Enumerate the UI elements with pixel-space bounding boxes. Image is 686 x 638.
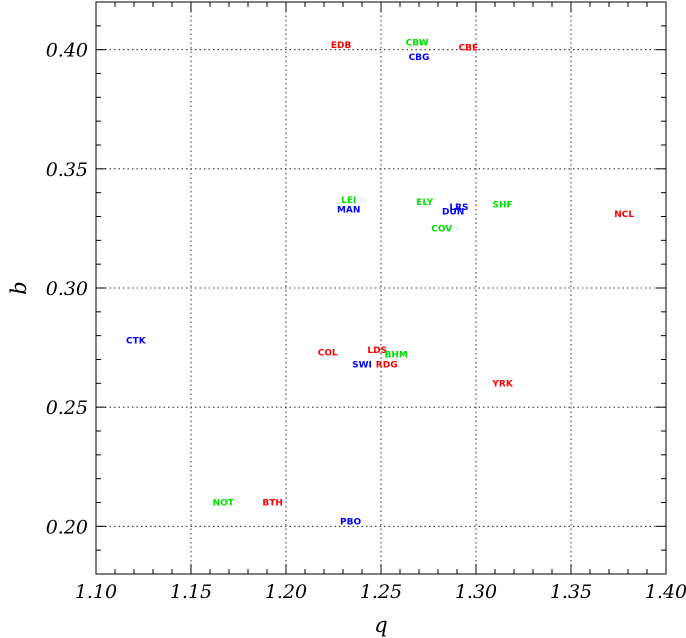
point-label-not: NOT [213, 499, 235, 509]
point-label-bth: BTH [262, 499, 283, 509]
y-axis-label: b [7, 281, 31, 294]
point-label-lei: LEI [341, 196, 356, 206]
point-label-cbg: CBG [409, 53, 430, 63]
y-tick-label: 0.25 [46, 397, 88, 419]
x-tick-label: 1.10 [75, 581, 117, 603]
point-label-yrk: YRK [491, 379, 513, 389]
y-tick-label: 0.20 [46, 516, 88, 538]
axis-ticks [95, 1, 667, 575]
point-label-edb: EDB [331, 41, 352, 51]
point-label-col: COL [318, 348, 338, 358]
x-tick-label: 1.40 [645, 581, 686, 603]
x-axis-label: q [374, 613, 387, 637]
point-label-ely: ELY [416, 198, 433, 208]
point-label-lrs: LRS [449, 203, 468, 213]
point-label-ctk: CTK [126, 336, 147, 346]
point-label-cbw: CBW [406, 39, 429, 49]
point-label-swi: SWI [352, 360, 372, 370]
point-label-cbe: CBE [459, 43, 479, 53]
point-label-shf: SHF [493, 201, 513, 211]
point-label-man: MAN [337, 205, 360, 215]
x-tick-label: 1.35 [550, 581, 592, 603]
point-label-rdg: RDG [376, 360, 398, 370]
point-label-ncl: NCL [614, 210, 634, 220]
x-tick-label: 1.30 [455, 581, 497, 603]
x-tick-label: 1.15 [170, 581, 212, 603]
point-label-dun: DUN [442, 208, 464, 218]
x-tick-label: 1.25 [360, 581, 402, 603]
point-label-pbo: PBO [340, 518, 361, 528]
grid-lines [96, 2, 666, 574]
y-tick-label: 0.40 [46, 40, 88, 62]
y-tick-label: 0.35 [46, 159, 88, 181]
point-label-cov: COV [431, 224, 452, 234]
x-tick-label: 1.20 [265, 581, 307, 603]
y-tick-label: 0.30 [46, 278, 88, 300]
point-label-bhm: BHM [385, 351, 408, 361]
y-tick-labels: 0.20 0.25 0.30 0.35 0.40 [46, 40, 88, 539]
point-label-lds: LDS [367, 346, 387, 356]
x-tick-labels: 1.10 1.15 1.20 1.25 1.30 1.35 1.40 [75, 581, 686, 603]
